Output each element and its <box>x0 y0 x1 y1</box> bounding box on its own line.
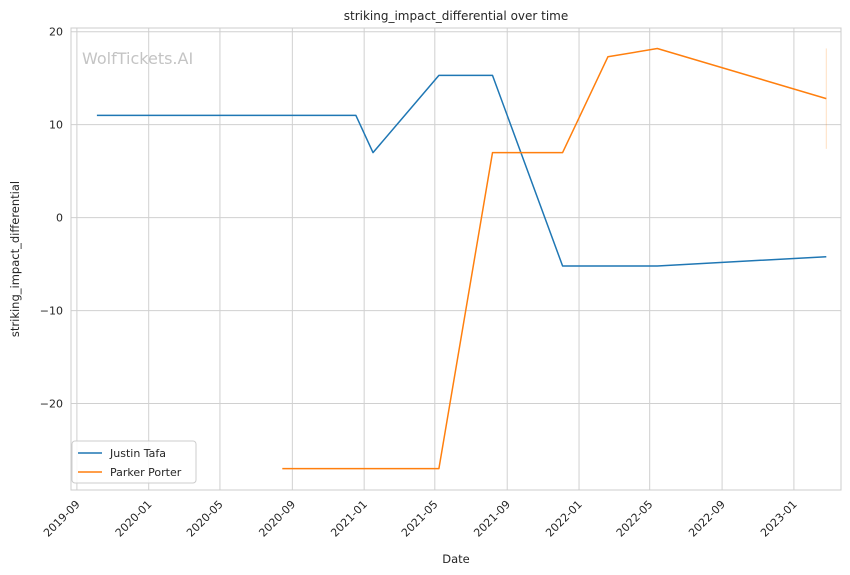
y-tick-labels: 20 10 0 −10 −20 <box>40 26 63 411</box>
x-tick-label: 2020-09 <box>256 498 298 540</box>
x-tick-label: 2020-05 <box>184 498 226 540</box>
series-layer <box>96 47 827 470</box>
x-tick-label: 2021-09 <box>471 498 513 540</box>
legend-label: Parker Porter <box>110 466 182 479</box>
x-tick-label: 2021-01 <box>328 498 370 540</box>
x-tick-labels: 2019-09 2020-01 2020-05 2020-09 2021-01 2021-… <box>41 498 800 540</box>
y-grid <box>71 31 841 405</box>
x-tick-label: 2023-01 <box>758 498 800 540</box>
y-tick-label: −10 <box>40 305 63 318</box>
x-tick-label: 2019-09 <box>41 498 83 540</box>
x-tick-label: 2022-01 <box>543 498 585 540</box>
series-line-parker-porter <box>282 47 827 470</box>
y-tick-label: 20 <box>49 26 63 39</box>
legend-label: Justin Tafa <box>109 447 166 460</box>
legend-box <box>71 440 197 484</box>
x-tick-label: 2022-09 <box>686 498 728 540</box>
legend: Justin Tafa Parker Porter <box>71 440 197 484</box>
x-axis-label: Date <box>442 552 470 566</box>
y-axis-label: striking_impact_differential <box>8 181 22 337</box>
watermark: WolfTickets.AI <box>82 49 193 68</box>
x-grid <box>76 28 795 490</box>
series-line-justin-tafa <box>96 74 827 267</box>
y-tick-label: 0 <box>56 212 63 225</box>
x-tick-label: 2022-05 <box>614 498 656 540</box>
x-tick-label: 2020-01 <box>113 498 155 540</box>
y-tick-label: −20 <box>40 398 63 411</box>
chart-title: striking_impact_differential over time <box>344 9 569 23</box>
y-tick-label: 10 <box>49 119 63 132</box>
x-tick-label: 2021-05 <box>399 498 441 540</box>
plot-frame <box>70 27 842 491</box>
